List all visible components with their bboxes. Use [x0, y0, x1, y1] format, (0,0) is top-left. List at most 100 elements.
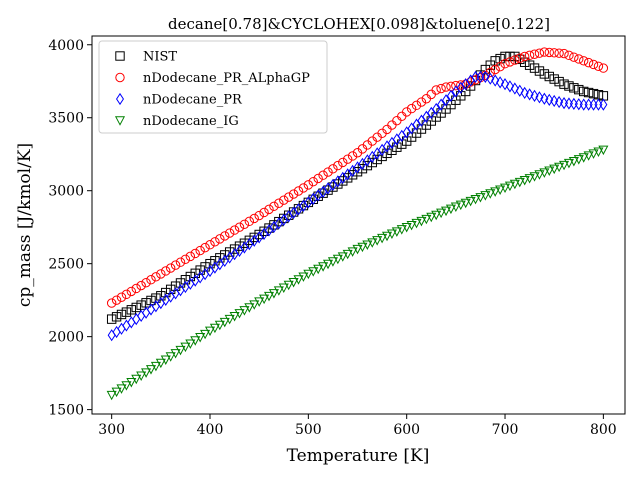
data-point: [180, 254, 191, 264]
data-point: [131, 302, 141, 313]
data-point: [391, 227, 402, 237]
data-point: [455, 200, 466, 211]
data-point: [333, 179, 343, 189]
data-point: [421, 214, 432, 225]
data-point: [377, 151, 387, 162]
data-point: [524, 60, 535, 70]
data-point: [583, 57, 594, 68]
data-point: [136, 280, 146, 291]
data-point: [214, 320, 225, 331]
data-point: [318, 262, 329, 272]
data-point: [436, 208, 447, 219]
data-point: [249, 213, 259, 224]
legend-marker: [115, 51, 125, 61]
data-point: [544, 71, 554, 82]
data-point: [362, 160, 373, 171]
data-point: [244, 216, 255, 227]
data-point: [495, 185, 506, 195]
data-point: [554, 76, 564, 87]
data-point: [333, 160, 343, 171]
legend-label: nDodecane_PR_ALphaGP: [143, 71, 310, 86]
data-point: [406, 103, 417, 114]
data-point: [234, 309, 245, 319]
data-point: [293, 186, 304, 196]
data-point: [313, 264, 324, 275]
y-axis: 1500 2000 2500 3000 3500 4000: [48, 38, 92, 419]
data-point: [490, 187, 501, 197]
data-point: [342, 249, 353, 260]
data-point: [588, 59, 599, 70]
data-point: [568, 157, 579, 167]
data-point: [519, 175, 530, 186]
series-2: [107, 70, 608, 342]
data-point: [574, 84, 584, 95]
legend-label: NIST: [143, 50, 177, 65]
data-point: [510, 55, 520, 65]
data-point: [564, 97, 573, 110]
data-point: [273, 286, 284, 296]
y-tick-label: 4000: [48, 38, 84, 54]
x-axis-label: Temperature [K]: [287, 446, 430, 466]
data-point: [480, 191, 491, 201]
data-point: [427, 106, 436, 119]
data-point: [558, 160, 570, 171]
data-point: [165, 352, 176, 362]
data-point: [121, 381, 132, 391]
data-point: [111, 387, 122, 398]
data-point: [288, 189, 299, 199]
data-point: [401, 107, 412, 117]
data-point: [264, 223, 274, 233]
data-point: [239, 238, 250, 248]
data-point: [111, 312, 122, 322]
data-point: [328, 164, 338, 174]
data-point: [500, 59, 510, 69]
data-point: [313, 173, 323, 184]
data-point: [495, 61, 505, 72]
data-point: [501, 78, 510, 91]
data-point: [215, 253, 225, 263]
data-point: [209, 323, 220, 334]
data-point: [436, 83, 446, 94]
y-tick-label: 2500: [48, 257, 84, 273]
data-point: [175, 345, 186, 356]
data-point: [259, 226, 269, 236]
data-point: [136, 300, 146, 310]
series-3: [106, 145, 609, 401]
data-point: [529, 172, 540, 182]
data-point: [599, 98, 608, 111]
data-point: [337, 252, 348, 262]
data-point: [229, 312, 240, 322]
data-point: [416, 216, 427, 227]
data-point: [583, 87, 594, 98]
data-point: [549, 48, 559, 58]
data-point: [426, 212, 437, 223]
data-point: [515, 84, 524, 97]
chart-title: decane[0.78]&CYCLOHEX[0.098]&toluene[0.1…: [168, 15, 550, 33]
data-point: [412, 118, 421, 131]
data-point: [323, 167, 333, 177]
data-point: [588, 149, 599, 159]
data-point: [298, 272, 309, 282]
data-point: [342, 154, 353, 164]
data-point: [106, 298, 117, 308]
data-marks-layer: [106, 47, 609, 401]
data-point: [422, 110, 431, 123]
data-point: [367, 238, 378, 248]
data-point: [268, 289, 279, 299]
data-point: [254, 297, 265, 307]
data-point: [322, 259, 334, 270]
data-point: [563, 158, 574, 169]
data-point: [352, 244, 363, 255]
data-point: [367, 157, 377, 168]
data-point: [381, 231, 393, 242]
data-point: [293, 275, 304, 285]
data-point: [441, 82, 451, 92]
data-point: [357, 242, 368, 253]
data-point: [535, 91, 544, 104]
data-point: [481, 70, 490, 83]
data-point: [573, 155, 584, 165]
y-tick-label: 3500: [48, 111, 84, 127]
data-point: [126, 377, 137, 388]
data-point: [254, 210, 264, 221]
